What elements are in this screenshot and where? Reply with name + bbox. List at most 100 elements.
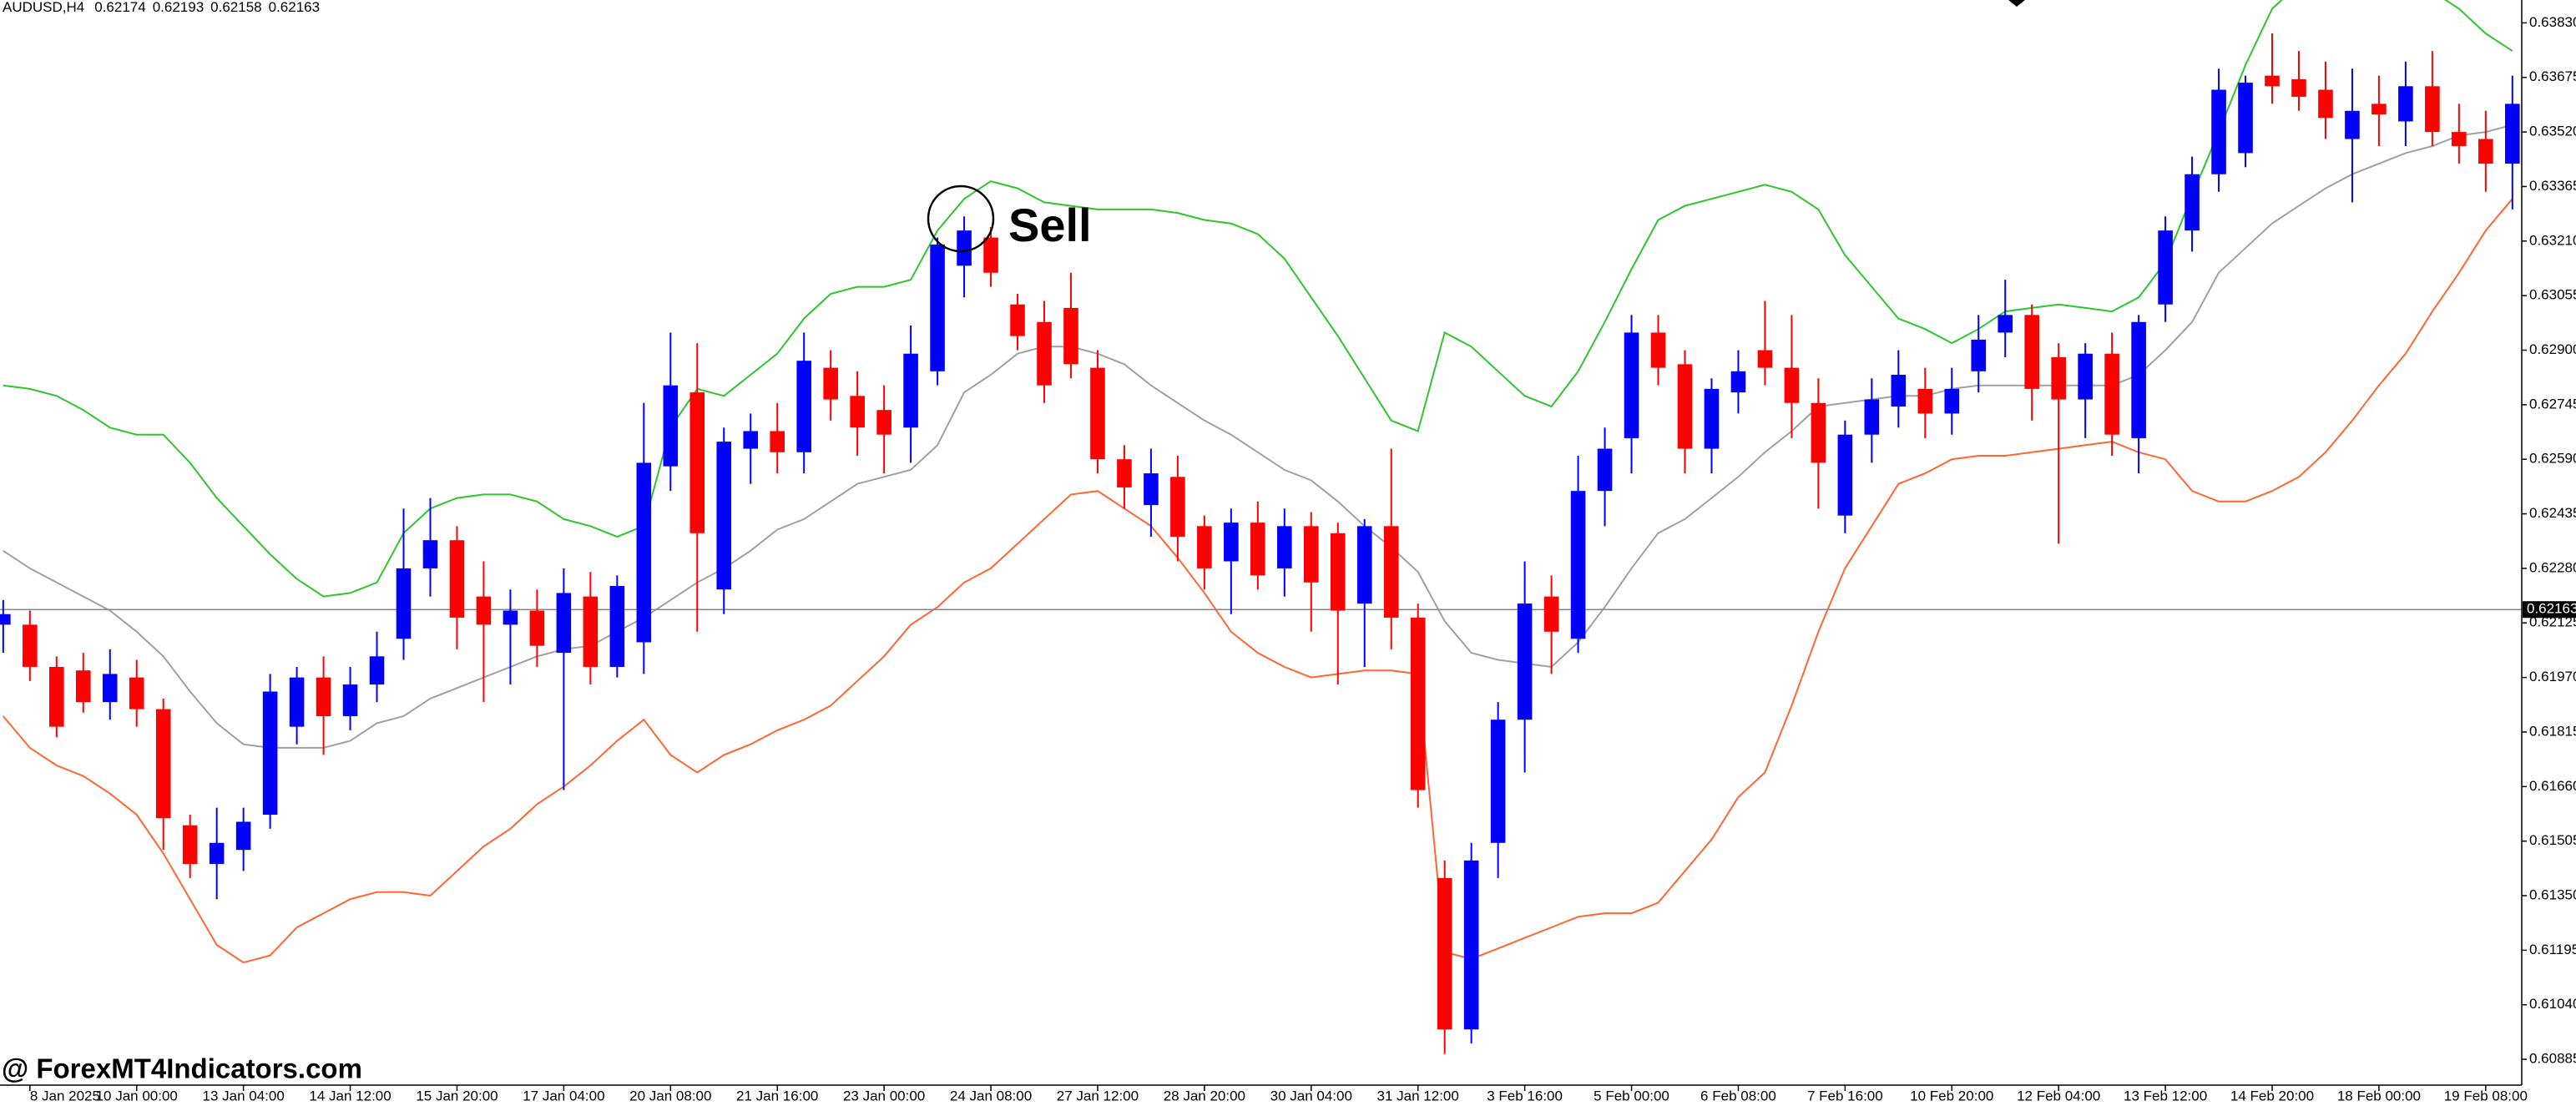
- candle-body: [449, 540, 465, 618]
- close: 0.62163: [269, 0, 320, 15]
- y-tick-label: 0.63520: [2529, 124, 2576, 139]
- candle-body: [1624, 332, 1639, 438]
- candle-body: [262, 691, 278, 816]
- candle-body: [770, 431, 785, 452]
- candle-body: [1837, 434, 1853, 516]
- candle-body: [2505, 104, 2520, 164]
- x-tick-label: 3 Feb 16:00: [1487, 1088, 1563, 1103]
- candle-body: [2265, 75, 2280, 87]
- candle-body: [1730, 371, 1746, 393]
- candle-body: [102, 674, 118, 703]
- candle-body: [2024, 315, 2039, 389]
- y-tick-label: 0.63830: [2529, 14, 2576, 30]
- candle-body: [957, 230, 972, 266]
- x-tick-label: 6 Feb 08:00: [1700, 1088, 1776, 1103]
- candle-body: [2318, 89, 2333, 119]
- candle-body: [2291, 78, 2306, 97]
- open: 0.62174: [94, 0, 145, 15]
- candle-body: [1383, 526, 1399, 618]
- chart-title: AUDUSD,H4 0.62174 0.62193 0.62158 0.62163: [3, 0, 320, 15]
- candle-body: [2211, 89, 2226, 174]
- candle-body: [49, 666, 64, 727]
- y-tick-label: 0.63210: [2529, 232, 2576, 248]
- y-tick-label: 0.62745: [2529, 396, 2576, 412]
- x-tick-label: 12 Feb 04:00: [2017, 1088, 2100, 1103]
- y-tick-label: 0.61505: [2529, 832, 2576, 848]
- candle-body: [1224, 523, 1239, 562]
- candle-body: [422, 540, 438, 568]
- y-tick-label: 0.61040: [2529, 996, 2576, 1012]
- candle-body: [1170, 477, 1185, 537]
- candle-body: [1570, 491, 1586, 639]
- high: 0.62193: [153, 0, 204, 15]
- x-tick-label: 21 Jan 16:00: [736, 1088, 818, 1103]
- candle-body: [1864, 399, 1880, 435]
- candle-body: [1437, 877, 1452, 1030]
- candle-body: [1330, 533, 1346, 611]
- x-tick-label: 13 Jan 04:00: [202, 1088, 284, 1103]
- x-tick-label: 23 Jan 00:00: [843, 1088, 925, 1103]
- candle-body: [930, 245, 945, 371]
- candle-body: [1063, 307, 1078, 365]
- y-tick-label: 0.61815: [2529, 723, 2576, 739]
- x-tick-label: 24 Jan 08:00: [950, 1088, 1032, 1103]
- candle-body: [876, 410, 891, 435]
- candle-body: [2345, 110, 2360, 139]
- candle-body: [1410, 617, 1426, 790]
- x-tick-label: 27 Jan 12:00: [1057, 1088, 1139, 1103]
- candle-body: [689, 392, 705, 533]
- x-tick-label: 10 Feb 20:00: [1910, 1088, 1993, 1103]
- x-tick-label: 7 Feb 16:00: [1807, 1088, 1883, 1103]
- candle-body: [1250, 523, 1265, 576]
- sell-annotation: Sell: [1008, 199, 1092, 251]
- candle-body: [1543, 596, 1559, 632]
- candle-body: [23, 624, 38, 667]
- candle-body: [743, 431, 759, 449]
- candle-body: [316, 677, 331, 716]
- x-tick-label: 19 Feb 08:00: [2444, 1088, 2528, 1103]
- candle-body: [0, 614, 11, 625]
- candle-body: [1277, 526, 1292, 568]
- band-line: [3, 198, 2513, 964]
- y-tick-label: 0.63055: [2529, 287, 2576, 303]
- x-tick-label: 10 Jan 00:00: [96, 1088, 178, 1103]
- y-tick-label: 0.62435: [2529, 505, 2576, 521]
- candle-body: [2131, 321, 2146, 438]
- x-tick-label: 28 Jan 20:00: [1164, 1088, 1245, 1103]
- candle-body: [209, 842, 225, 865]
- candle-body: [1597, 448, 1613, 492]
- x-tick-label: 17 Jan 04:00: [523, 1088, 604, 1103]
- candle-body: [503, 610, 518, 625]
- x-tick-label: 15 Jan 20:00: [416, 1088, 498, 1103]
- candle-body: [289, 677, 305, 727]
- candle-body: [1704, 388, 1720, 449]
- symbol: AUDUSD,H4: [3, 0, 84, 15]
- candle-body: [1811, 402, 1826, 463]
- band-line: [3, 0, 2513, 598]
- candle-body: [2104, 353, 2119, 435]
- candle-body: [2371, 104, 2387, 115]
- y-tick-label: 0.61350: [2529, 886, 2576, 902]
- candle-body: [155, 709, 171, 819]
- candle-body: [476, 596, 492, 625]
- candle-body: [129, 677, 144, 710]
- band-line: [3, 124, 2513, 749]
- y-tick-label: 0.62280: [2529, 559, 2576, 575]
- candle-body: [342, 684, 358, 716]
- candle-body: [529, 610, 545, 646]
- y-tick-label: 0.60885: [2529, 1051, 2576, 1067]
- candle-body: [823, 367, 838, 400]
- x-tick-label: 14 Feb 20:00: [2230, 1088, 2314, 1103]
- low: 0.62158: [210, 0, 261, 15]
- candle-body: [235, 821, 251, 851]
- y-tick-label: 0.63675: [2529, 68, 2576, 84]
- candle-body: [2452, 132, 2467, 146]
- candle-body: [1010, 304, 1025, 336]
- x-tick-label: 20 Jan 08:00: [629, 1088, 711, 1103]
- candle-body: [2158, 230, 2173, 305]
- candle-body: [1971, 339, 1987, 371]
- y-tick-label: 0.61660: [2529, 778, 2576, 794]
- candle-body: [2425, 86, 2440, 133]
- y-tick-label: 0.61970: [2529, 669, 2576, 684]
